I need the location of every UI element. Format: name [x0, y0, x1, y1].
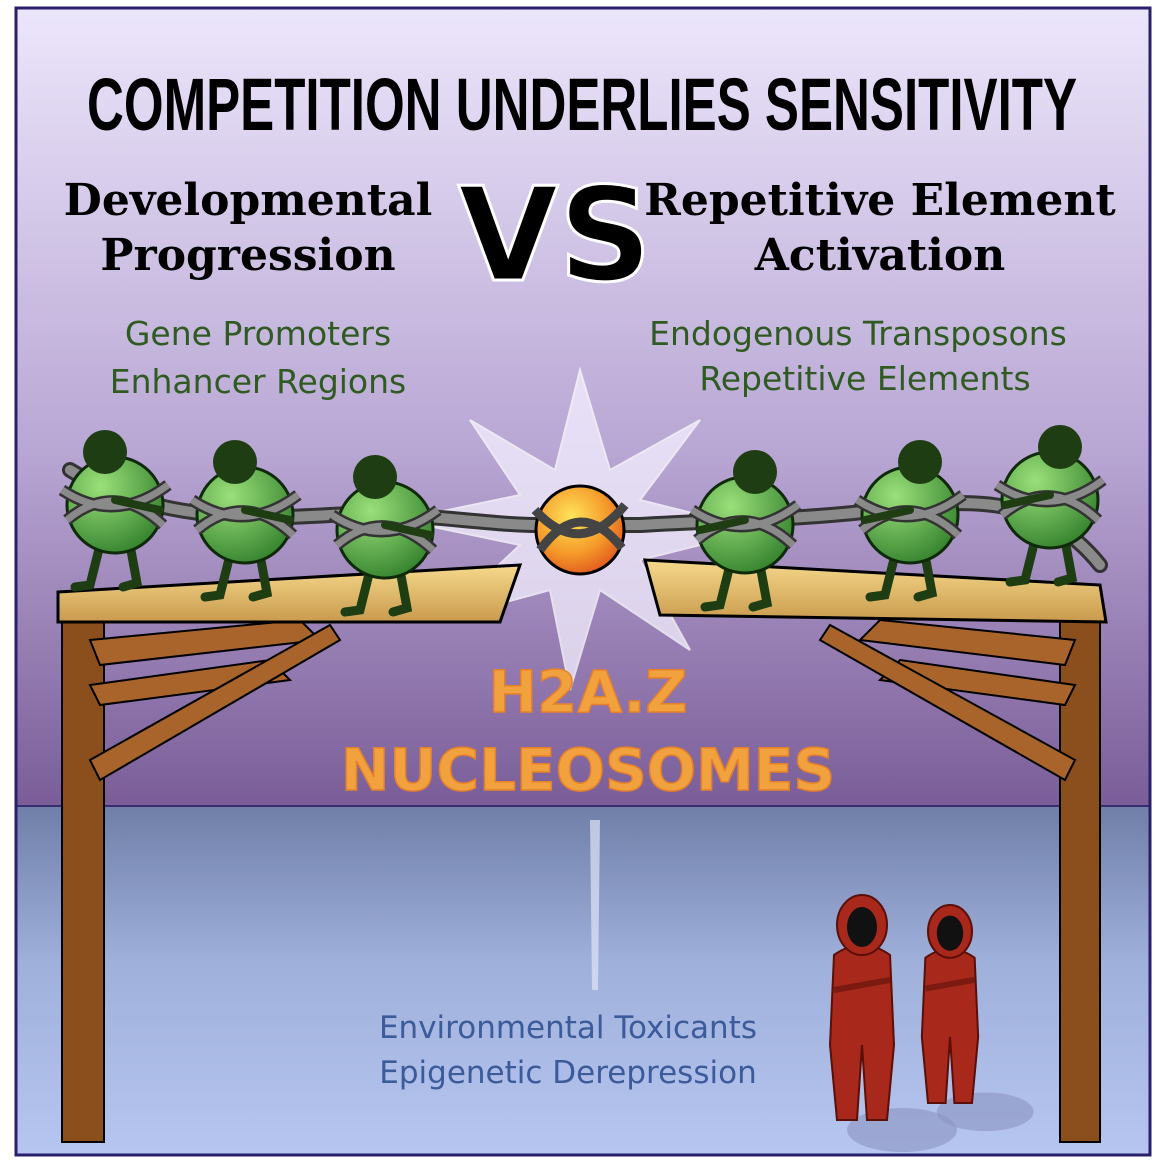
- head: [213, 440, 257, 484]
- head: [353, 455, 397, 499]
- leg: [70, 540, 143, 592]
- arm: [861, 506, 914, 524]
- dna-wrap: [531, 502, 629, 553]
- light-beam: [590, 820, 600, 990]
- frame: [14, 6, 1152, 1157]
- beam: [88, 623, 342, 782]
- leg: [1005, 535, 1078, 587]
- arm: [111, 496, 164, 514]
- head: [898, 440, 942, 484]
- crossed-arms: [833, 977, 891, 993]
- scaffold: [56, 558, 1108, 1143]
- left-heading: Developmental: [64, 175, 433, 226]
- right-item: Endogenous Transposons: [649, 314, 1067, 353]
- right-heading: Repetitive Element: [644, 175, 1116, 226]
- arm: [1001, 491, 1054, 509]
- face: [936, 915, 964, 951]
- face: [847, 907, 877, 947]
- beam: [857, 618, 1077, 667]
- arm: [241, 506, 294, 524]
- footer-line: Epigenetic Derepression: [379, 1055, 756, 1091]
- beam: [818, 623, 1077, 782]
- center-label: NUCLEOSOMES: [341, 736, 835, 804]
- post: [61, 599, 105, 1143]
- head: [83, 430, 127, 474]
- right-heading: Activation: [754, 230, 1005, 281]
- left-heading: Progression: [100, 230, 395, 281]
- right-item: Repetitive Elements: [699, 359, 1030, 398]
- leg: [865, 550, 938, 602]
- head: [733, 450, 777, 494]
- head: [1038, 425, 1082, 469]
- vs-label: VS: [458, 159, 652, 311]
- beam: [88, 658, 293, 707]
- crossed-arms: [924, 976, 976, 992]
- leg: [200, 550, 273, 602]
- shadow: [936, 1092, 1034, 1132]
- title: COMPETITION UNDERLIES SENSITIVITY: [87, 63, 1077, 146]
- arm: [381, 521, 434, 539]
- post: [1059, 599, 1101, 1143]
- left-item: Enhancer Regions: [110, 362, 406, 401]
- leg: [700, 560, 773, 612]
- left-item: Gene Promoters: [125, 314, 391, 353]
- arm: [696, 516, 749, 534]
- center-label: H2A.Z: [489, 658, 688, 726]
- footer-line: Environmental Toxicants: [379, 1010, 757, 1046]
- figures: [58, 425, 1108, 1152]
- leg: [340, 565, 413, 617]
